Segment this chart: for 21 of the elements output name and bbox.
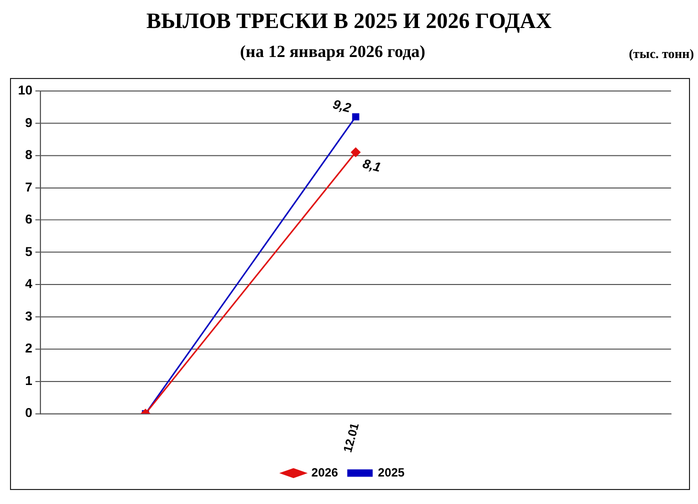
y-tick-label: 6 — [25, 212, 32, 227]
data-label: 8,1 — [361, 156, 382, 175]
y-tick-label: 5 — [25, 244, 32, 259]
y-tick-label: 4 — [25, 276, 34, 292]
y-tick-label: 9 — [25, 114, 32, 130]
chart-title: ВЫЛОВ ТРЕСКИ В 2025 И 2026 ГОДАХ — [145, 8, 553, 34]
y-tick-label: 0 — [25, 405, 32, 420]
y-tick-label: 3 — [25, 308, 32, 324]
legend-label: 2025 — [378, 465, 405, 480]
y-tick-label: 7 — [25, 179, 32, 194]
point — [350, 148, 360, 157]
chart-subtitle: (на 12 января 2026 года) — [240, 42, 426, 62]
x-tick-label: 12.01 — [340, 421, 362, 454]
y-tick-label: 1 — [25, 372, 32, 388]
y-tick-label: 10 — [18, 82, 32, 98]
y-tick-label: 2 — [25, 340, 32, 356]
data-label: 9,2 — [331, 96, 354, 116]
text: (тыс. тонн) — [628, 46, 694, 62]
point — [352, 113, 360, 120]
legend-label: 2026 — [311, 465, 338, 480]
y-tick-label: 8 — [25, 147, 32, 162]
